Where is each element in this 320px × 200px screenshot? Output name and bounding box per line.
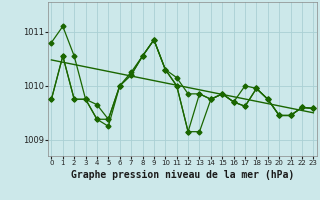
- X-axis label: Graphe pression niveau de la mer (hPa): Graphe pression niveau de la mer (hPa): [71, 170, 294, 180]
